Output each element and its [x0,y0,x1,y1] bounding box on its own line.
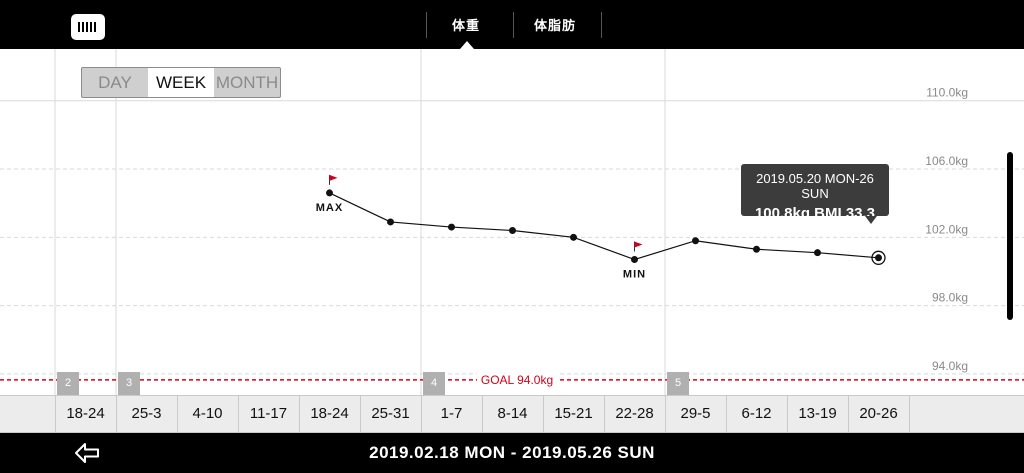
y-tick-label: 110.0kg [926,86,968,100]
x-tick-label[interactable]: 11-17 [249,405,288,422]
x-cell-divider [909,396,910,432]
x-cell-divider [177,396,178,432]
data-point [875,254,882,262]
y-tick-label: 102.0kg [925,222,968,236]
selected-point-ring [871,250,886,265]
data-point [814,249,821,257]
value-tooltip: 2019.05.20 MON-26 SUN 100.8kg BMI 33.3 [741,164,889,224]
x-tick-label[interactable]: 18-24 [310,405,349,422]
back-arrow-icon[interactable] [73,441,101,465]
data-point [753,245,760,253]
period-week-button[interactable]: WEEK [148,68,214,97]
x-cell-divider [726,396,727,432]
data-point [509,226,516,234]
period-toggle: DAY WEEK MONTH [81,67,281,98]
x-tick-label[interactable]: 25-31 [371,405,410,422]
x-cell-divider [116,396,117,432]
tooltip-date: 2019.05.20 MON-26 SUN [756,171,874,201]
y-tick-label: 94.0kg [932,359,968,373]
x-tick-label[interactable]: 6-12 [741,405,772,422]
x-cell-divider [482,396,483,432]
x-tick-label[interactable]: 22-28 [615,405,654,422]
tooltip-value: 100.8kg BMI 33.3 [754,205,876,222]
x-tick-label[interactable]: 15-21 [554,405,593,422]
month-marker: 5 [667,372,689,395]
min-label: MIN [623,269,646,281]
data-point [387,218,394,226]
x-cell-divider [299,396,300,432]
period-month-button[interactable]: MONTH [215,73,279,92]
month-marker: 2 [57,372,79,395]
data-point [448,223,455,231]
tab-separator [426,12,427,38]
top-bar: 体重 体脂肪 [0,0,1024,49]
y-tick-label: 106.0kg [925,154,968,168]
x-cell-divider [421,396,422,432]
vertical-scrollbar[interactable] [1007,152,1013,320]
tab-separator [601,12,602,38]
data-point [326,189,333,197]
month-marker: 4 [423,372,445,395]
x-tick-label[interactable]: 4-10 [192,405,223,422]
weight-chart: 110.0kg 106.0kg 102.0kg 98.0kg 94.0kg GOAL 94… [0,49,1024,395]
min-flag-icon [634,241,643,248]
x-cell-divider [604,396,605,432]
data-point [570,233,577,241]
x-cell-divider [238,396,239,432]
x-axis-band: 18-24 25-3 4-10 11-17 18-24 25-31 1-7 8-14 15-21… [0,395,1024,433]
x-cell-divider [665,396,666,432]
data-point [631,256,638,264]
month-marker: 3 [118,372,140,395]
x-tick-label[interactable]: 29-5 [680,405,711,422]
x-tick-label[interactable]: 13-19 [798,405,837,422]
bottom-bar [0,433,1024,473]
max-flag-icon [329,174,338,181]
x-tick-label[interactable]: 8-14 [497,405,528,422]
x-cell-divider [55,396,56,432]
x-cell-divider [543,396,544,432]
max-label: MAX [316,202,343,214]
x-cell-divider [848,396,849,432]
tab-separator [513,12,514,38]
data-point [692,237,699,245]
app-logo-icon[interactable] [71,14,105,40]
tab-body-fat[interactable]: 体脂肪 [534,18,577,33]
x-cell-divider [360,396,361,432]
x-tick-label[interactable]: 20-26 [859,405,898,422]
y-tick-label: 98.0kg [932,291,968,305]
period-day-button[interactable]: DAY [98,73,132,92]
x-tick-label[interactable]: 25-3 [131,405,162,422]
date-range-label: 2019.02.18 MON - 2019.05.26 SUN [369,443,655,462]
series-line [329,192,879,261]
x-tick-label[interactable]: 1-7 [440,405,463,422]
tab-weight[interactable]: 体重 [452,18,481,33]
x-tick-label[interactable]: 18-24 [66,405,105,422]
goal-label: GOAL 94.0kg [481,373,553,387]
x-cell-divider [787,396,788,432]
active-tab-caret [460,41,474,49]
goal-label-bg [477,371,557,386]
